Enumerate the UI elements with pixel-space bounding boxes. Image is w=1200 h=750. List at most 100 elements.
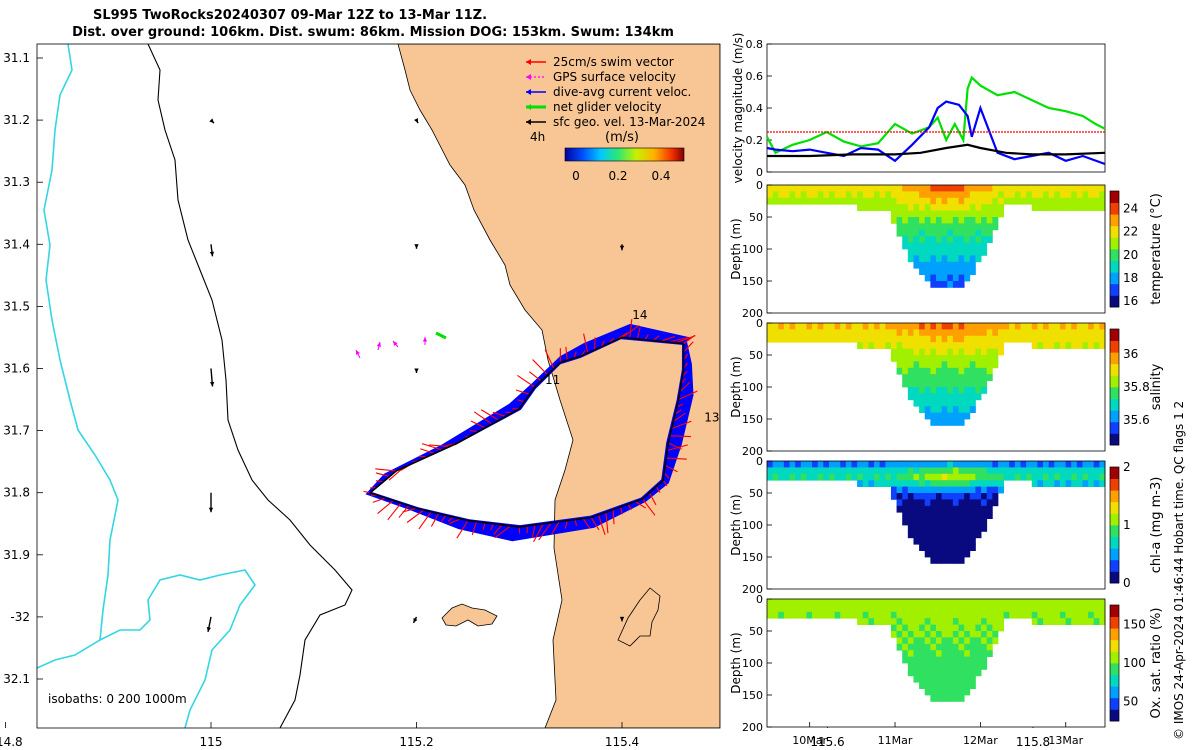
section-cell	[885, 185, 892, 192]
section-cell	[964, 480, 971, 487]
section-cell	[992, 473, 999, 481]
section-cell	[885, 323, 892, 330]
section-cell	[952, 605, 959, 613]
section-cell	[1076, 473, 1083, 481]
section-cell	[964, 185, 971, 192]
section-cell	[952, 505, 959, 513]
section-cell	[1054, 185, 1061, 192]
section-cell	[981, 486, 988, 494]
section-cell	[1093, 185, 1100, 192]
section-cell	[800, 329, 807, 337]
section-cell	[947, 544, 954, 551]
section-cell	[907, 611, 914, 619]
section-cell	[783, 611, 790, 619]
section-cell	[913, 467, 920, 475]
section-cell	[947, 223, 954, 231]
section-cell	[1088, 191, 1095, 199]
geo-vector	[414, 244, 419, 249]
section-cell	[812, 467, 819, 475]
swim-vector	[597, 514, 606, 536]
section-cell	[1093, 480, 1100, 487]
section-cell	[857, 329, 864, 337]
section-cell	[1065, 618, 1072, 625]
section-cell	[947, 605, 954, 613]
section-cell	[806, 185, 813, 192]
section-cell	[947, 557, 954, 564]
section-cell	[992, 335, 999, 343]
section-cell	[952, 467, 959, 475]
section-cell	[817, 335, 824, 343]
section-cell	[952, 486, 959, 494]
section-cell	[947, 643, 954, 651]
section-cell	[767, 197, 774, 205]
section-cell	[902, 631, 909, 638]
colorbar-tick-label: 2	[1123, 460, 1131, 474]
section-cell	[1088, 204, 1095, 211]
section-cell	[958, 236, 965, 243]
colorbar-segment	[1110, 709, 1119, 722]
section-cell	[1014, 197, 1021, 205]
section-cell	[941, 419, 948, 426]
section-cell	[913, 255, 920, 263]
section-cell	[789, 329, 796, 337]
section-cell	[1037, 473, 1044, 481]
swim-vector	[662, 479, 668, 487]
colorbar-label: Ox. sat. ratio (%)	[1149, 608, 1164, 719]
colorbar-tick-label: 0	[1123, 576, 1131, 590]
section-cell	[981, 461, 988, 468]
section-cell	[958, 599, 965, 606]
section-cell	[924, 675, 931, 683]
section-cell	[840, 329, 847, 337]
section-cell	[958, 323, 965, 330]
section-cell	[1048, 605, 1055, 613]
section-cell	[930, 229, 937, 237]
section-cell	[981, 643, 988, 651]
section-cell	[919, 361, 926, 369]
section-cell	[936, 185, 943, 192]
geo-vector-head	[414, 368, 419, 373]
section-cell	[936, 191, 943, 199]
legend-item: 25cm/s swim vector	[526, 55, 674, 69]
section-cell	[964, 605, 971, 613]
section-cell	[941, 412, 948, 420]
colorbar-tick-label: 1	[1123, 518, 1131, 532]
section-cell	[1076, 342, 1083, 349]
section-cell	[913, 525, 920, 532]
section-cell	[857, 599, 864, 606]
section-cell	[997, 480, 1004, 487]
section-cell	[845, 461, 852, 468]
section-cell	[1009, 185, 1016, 192]
section-cell	[958, 663, 965, 670]
section-cell	[952, 656, 959, 664]
section-cell	[896, 624, 903, 632]
swim-vector	[550, 521, 560, 536]
section-cell	[919, 537, 926, 545]
section-cell	[986, 650, 993, 657]
section-cell	[902, 223, 909, 231]
section-cell	[947, 611, 954, 619]
section-cell	[936, 557, 943, 564]
section-cell	[862, 461, 869, 468]
section-cell	[947, 499, 954, 507]
section-cell	[1037, 467, 1044, 475]
section-cell	[941, 406, 948, 413]
depth-tick-label: 50	[749, 349, 763, 362]
section-cell	[930, 406, 937, 413]
section-cell	[800, 473, 807, 481]
section-cell	[868, 473, 875, 481]
section-cell	[958, 550, 965, 558]
gps-vector	[392, 340, 399, 348]
section-cell	[868, 323, 875, 330]
section-cell	[902, 329, 909, 337]
section-cell	[941, 486, 948, 494]
section-cell	[919, 525, 926, 532]
section-cell	[997, 624, 1004, 632]
legend-swatch-head	[526, 89, 531, 95]
section-cell	[958, 281, 965, 288]
section-cell	[1054, 204, 1061, 211]
section-cell	[1048, 197, 1055, 205]
section-cell	[952, 229, 959, 237]
section-cell	[919, 493, 926, 500]
section-cell	[941, 367, 948, 375]
section-cell	[924, 361, 931, 369]
